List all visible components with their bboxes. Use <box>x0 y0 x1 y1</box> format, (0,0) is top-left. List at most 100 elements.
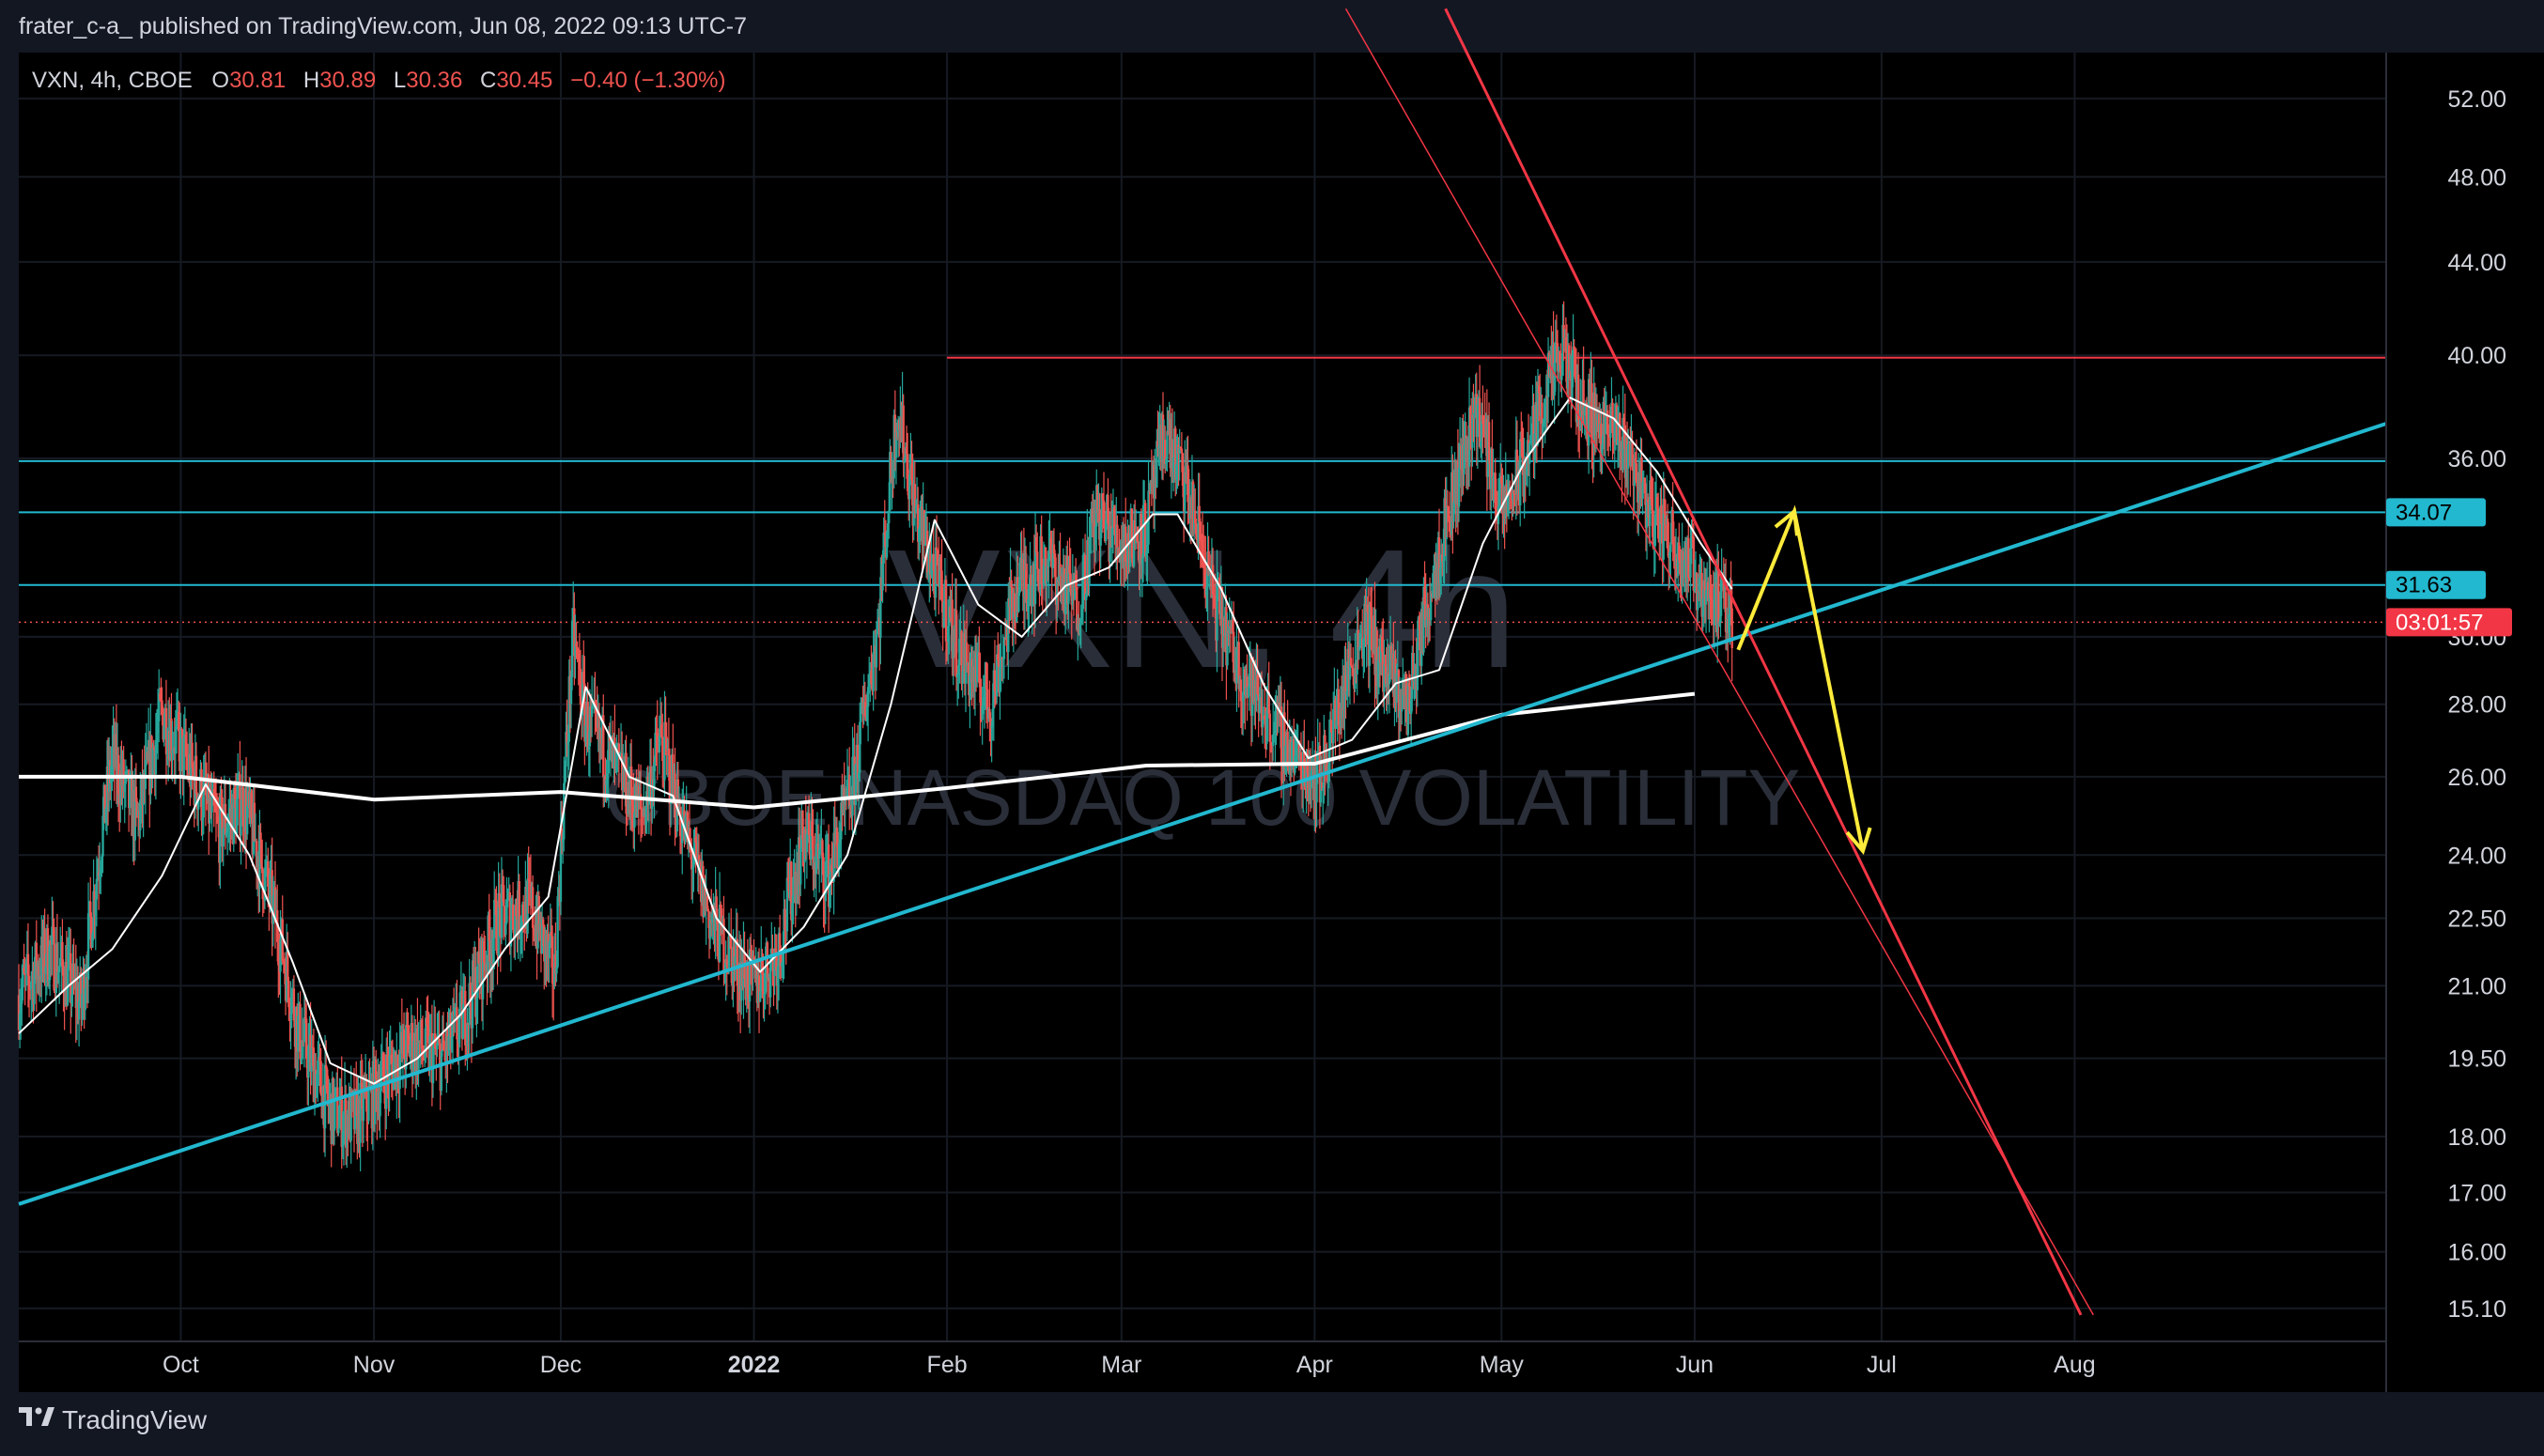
candle-body <box>771 948 774 954</box>
candle-body <box>594 701 597 705</box>
time-axis[interactable]: Oct Nov Dec 2022 Feb Mar Apr May Jun Jul Aug <box>19 1340 2386 1378</box>
candle-body <box>287 951 289 982</box>
candle-body <box>180 728 183 731</box>
candle-body <box>888 510 891 524</box>
legend-o-label: O <box>211 68 229 93</box>
candle-body <box>986 689 989 719</box>
fast-moving-average <box>18 396 1733 1085</box>
candle-body <box>1407 683 1411 687</box>
price-tick-label: 52.00 <box>2447 86 2506 113</box>
candle-body <box>1001 658 1003 660</box>
candle-body <box>1389 645 1393 660</box>
chart-background <box>19 53 2386 1341</box>
published-caption: frater_c-a_ published on TradingView.com… <box>19 13 747 39</box>
candle-body <box>1047 550 1050 567</box>
legend-o-value: 30.81 <box>229 68 286 93</box>
candle-body <box>725 959 728 966</box>
candle-body <box>583 683 586 742</box>
candle-body <box>426 1017 428 1026</box>
candle-body <box>886 523 890 533</box>
candle-body <box>341 1132 345 1148</box>
candle-body <box>104 808 108 824</box>
candle-body <box>300 1059 302 1061</box>
candle-series[interactable] <box>17 301 1733 1172</box>
candle-body <box>1594 419 1598 436</box>
price-axis[interactable]: 52.0048.0044.0040.0036.0030.0028.0026.00… <box>2385 53 2506 1392</box>
candle-body <box>1110 528 1114 548</box>
candle-body <box>1144 503 1147 557</box>
candle-body <box>1606 434 1610 437</box>
candle-body <box>48 939 52 981</box>
candle-body <box>1722 576 1726 598</box>
candle-body <box>1248 674 1250 688</box>
candle-body <box>734 956 737 964</box>
candle-body <box>975 652 979 682</box>
candle-body <box>1398 709 1402 719</box>
candle-body <box>1513 494 1516 496</box>
candle-body <box>1728 613 1730 633</box>
candle-body <box>708 920 712 939</box>
candle-body <box>837 843 841 870</box>
candle-body <box>766 942 769 979</box>
candle-body <box>1080 609 1083 619</box>
candle-body <box>1161 414 1165 457</box>
candle-body <box>1316 751 1319 762</box>
candle-body <box>840 802 843 840</box>
candle-body <box>1204 567 1207 596</box>
candle-body <box>1010 580 1013 588</box>
candle-body <box>694 836 697 843</box>
price-tick-label: 18.00 <box>2447 1124 2506 1151</box>
candle-body <box>1126 533 1129 566</box>
candle-body <box>388 1055 391 1084</box>
candle-body <box>353 1090 357 1130</box>
candle-body <box>319 1061 322 1095</box>
candle-body <box>540 919 544 954</box>
candle-body <box>156 720 160 734</box>
candle-body <box>365 1078 368 1112</box>
trend-drawings[interactable] <box>18 8 2387 1316</box>
candle-body <box>625 752 628 814</box>
candle-body <box>1660 505 1663 524</box>
candle-body <box>1500 476 1503 484</box>
candle-body <box>1653 514 1657 547</box>
price-tag-box <box>2386 570 2486 599</box>
time-tick-label: Jul <box>1867 1352 1897 1378</box>
price-scale-background[interactable] <box>2386 53 2544 1392</box>
candle-body <box>1203 559 1206 568</box>
candle-body <box>785 877 789 932</box>
candle-body <box>822 857 825 894</box>
tradingview-brand[interactable]: TradingView <box>62 1405 208 1434</box>
candle-body <box>676 779 680 813</box>
candle-body <box>1510 491 1512 496</box>
candle-body <box>342 1114 346 1133</box>
candle-body <box>1017 593 1020 612</box>
candle-body <box>1495 509 1497 513</box>
candle-body <box>991 708 994 727</box>
candle-body <box>1036 551 1039 569</box>
time-scale-background[interactable] <box>19 1341 2386 1392</box>
candle-body <box>318 1057 321 1061</box>
candle-body <box>337 1127 340 1134</box>
candle-body <box>1024 569 1028 590</box>
candle-body <box>1704 590 1708 605</box>
candle-body <box>46 928 50 982</box>
candle-body <box>686 812 689 844</box>
candle-body <box>902 405 905 463</box>
candle-body <box>923 510 925 547</box>
footer-bar <box>0 1392 2544 1456</box>
candle-body <box>1724 592 1728 632</box>
candle-body <box>1553 363 1556 396</box>
candle-body <box>1178 446 1181 454</box>
candle-body <box>692 861 695 868</box>
candle-body <box>985 662 988 689</box>
candle-body <box>1564 337 1568 353</box>
candle-body <box>913 484 917 513</box>
candle-body <box>1125 526 1127 562</box>
candle-body <box>1666 519 1669 550</box>
candle-body <box>1231 620 1234 632</box>
candle-body <box>197 796 200 810</box>
candle-body <box>1429 593 1433 621</box>
candle-body <box>442 1033 445 1050</box>
candle-body <box>566 741 569 745</box>
